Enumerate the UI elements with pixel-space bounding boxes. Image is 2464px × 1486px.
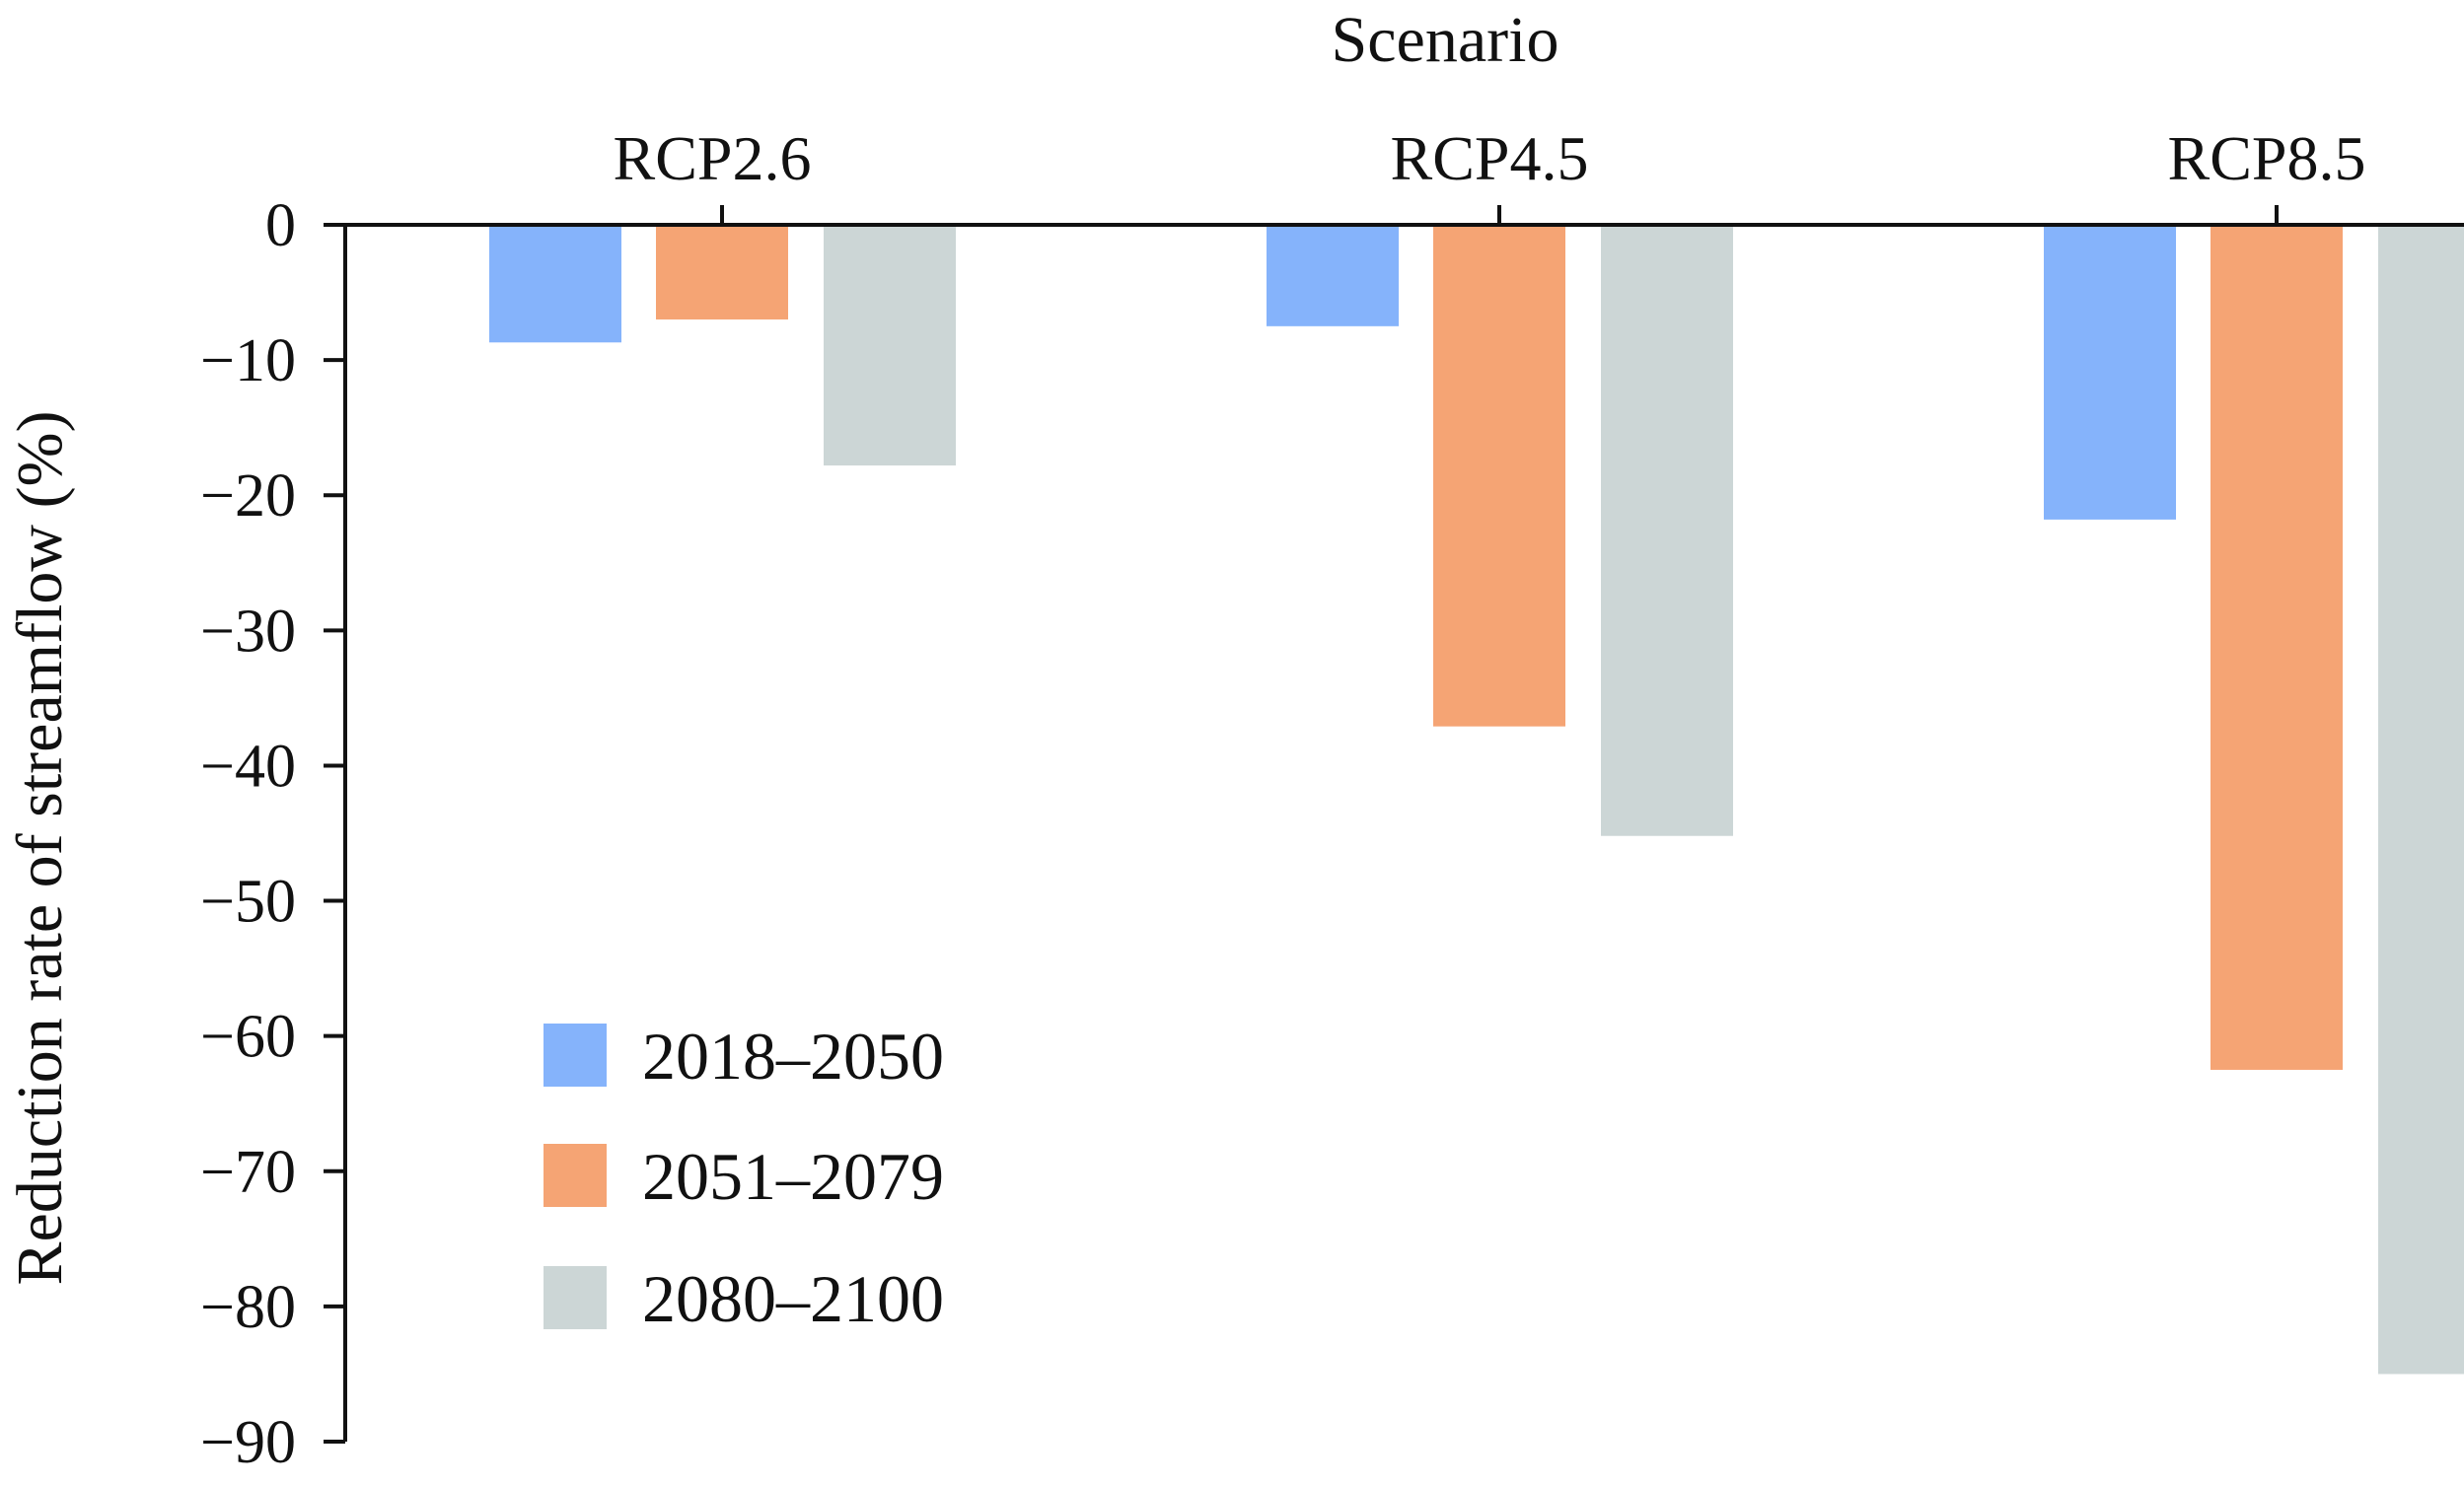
legend-swatch	[544, 1144, 607, 1207]
bars	[489, 225, 2464, 1375]
bar-rcp4-5-series-3	[1601, 225, 1733, 836]
category-label: RCP4.5	[1391, 123, 1589, 193]
y-tick-label: −40	[200, 733, 296, 800]
bar-rcp2-6-series-1	[489, 225, 621, 343]
legend-label: 2080–2100	[642, 1261, 944, 1336]
bar-rcp8-5-series-2	[2210, 225, 2343, 1070]
y-tick-label: −80	[200, 1274, 296, 1341]
bar-rcp4-5-series-1	[1267, 225, 1399, 326]
legend: 2018–2050 2051–2079 2080–2100	[544, 1019, 944, 1336]
bar-rcp2-6-series-3	[824, 225, 956, 466]
y-tick-label: −20	[200, 462, 296, 530]
category-label: RCP2.6	[614, 123, 812, 193]
category-label: RCP8.5	[2168, 123, 2366, 193]
category-labels: RCP2.6 RCP4.5 RCP8.5	[614, 123, 2366, 193]
x-axis-title: Scenario	[1332, 4, 1559, 76]
y-tick-label: −90	[200, 1409, 296, 1476]
bar-rcp2-6-series-2	[656, 225, 788, 319]
y-tick-label: 0	[265, 192, 296, 259]
y-tick-label: −50	[200, 869, 296, 936]
y-tick-label: −30	[200, 598, 296, 665]
bar-rcp8-5-series-3	[2378, 225, 2464, 1375]
legend-swatch	[544, 1266, 607, 1329]
y-ticks: 0 −10 −20 −30 −40 −50 −60 −70 −80 −90	[200, 192, 345, 1476]
legend-swatch	[544, 1024, 607, 1087]
legend-label: 2051–2079	[642, 1139, 944, 1214]
y-axis-title: Reduction rate of streamflow (%)	[4, 410, 76, 1285]
bar-rcp4-5-series-2	[1433, 225, 1565, 727]
bar-rcp8-5-series-1	[2044, 225, 2176, 520]
legend-label: 2018–2050	[642, 1019, 944, 1094]
y-tick-label: −10	[200, 327, 296, 394]
y-tick-label: −60	[200, 1004, 296, 1071]
y-tick-label: −70	[200, 1139, 296, 1206]
axes	[343, 205, 2464, 1442]
